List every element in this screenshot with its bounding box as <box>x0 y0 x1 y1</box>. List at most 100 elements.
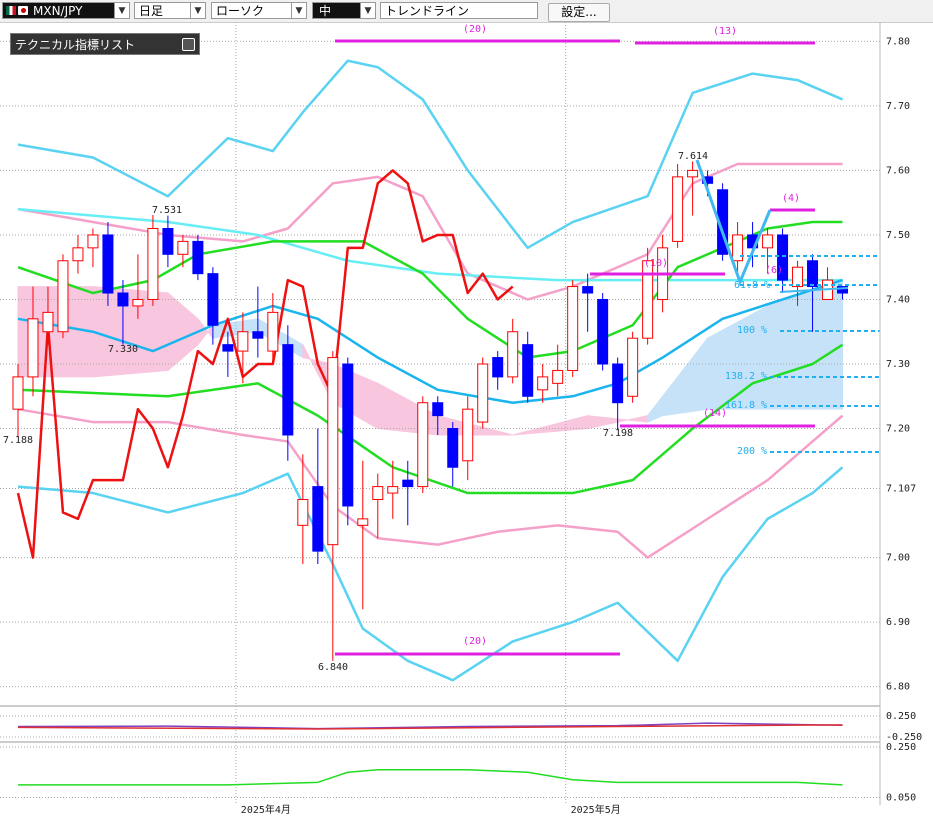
y-tick-label: -0.250 <box>886 732 922 743</box>
fib-label: 61.8 % <box>734 280 770 291</box>
candle-body <box>297 499 309 526</box>
candle-body <box>87 234 99 249</box>
candle-body <box>777 234 789 281</box>
indicator-line <box>17 722 843 730</box>
drawing-tool-label: トレンドライン <box>385 4 470 18</box>
chart-style: ローソク <box>216 4 265 18</box>
candle-body <box>327 357 339 546</box>
count-label: (20) <box>463 24 487 35</box>
indicator-line <box>17 724 843 730</box>
indicator-list[interactable]: テクニカル指標リスト <box>10 33 200 55</box>
y-tick-label: 7.50 <box>886 230 910 241</box>
y-tick-label: 7.107 <box>886 484 916 495</box>
candle-body <box>27 318 39 378</box>
cloud <box>662 336 709 417</box>
candle-body <box>192 240 204 275</box>
cloud <box>647 394 664 423</box>
size: 中 <box>319 4 332 18</box>
candle-body <box>537 376 549 391</box>
y-tick-label: 6.90 <box>886 617 910 628</box>
fib-label: 161.8 % <box>725 400 767 411</box>
indicator-list-label: テクニカル指標リスト <box>15 38 136 52</box>
price-label: 7.188 <box>3 435 33 446</box>
count-label: (6) <box>765 265 783 276</box>
candle-body <box>237 331 249 352</box>
period: 日足 <box>139 4 164 18</box>
candle-body <box>762 234 774 249</box>
candle-body <box>567 286 579 371</box>
candle-body <box>462 408 474 462</box>
toolbar: MXN/JPY ▼ 日足 ▼ ローソク ▼ 中 ▼ トレンドライン 設定... <box>0 0 933 23</box>
candle-body <box>627 337 639 397</box>
indicator-line <box>17 768 843 786</box>
candle-body <box>357 518 369 526</box>
symbol-select[interactable]: MXN/JPY ▼ <box>2 2 130 19</box>
indicator-line <box>17 407 844 559</box>
candle-body <box>372 486 384 501</box>
trend-line <box>695 159 772 287</box>
candle-body <box>57 260 69 333</box>
count-label: (10) <box>644 258 668 269</box>
price-label: 7.531 <box>152 205 182 216</box>
y-tick-label: 0.050 <box>886 792 916 803</box>
symbol: MXN/JPY <box>33 4 83 18</box>
period-select[interactable]: 日足 ▼ <box>134 2 206 19</box>
cloud <box>377 382 439 436</box>
candle-body <box>732 234 744 262</box>
candle-body <box>387 486 399 494</box>
y-tick-label: 7.60 <box>886 165 910 176</box>
candle-body <box>432 402 444 417</box>
candle-body <box>42 311 54 333</box>
x-tick-label: 2025年5月 <box>571 803 621 816</box>
candle-body <box>642 260 654 339</box>
fib-label: 200 % <box>737 446 767 457</box>
indicator-line <box>17 466 844 682</box>
candle-body <box>417 402 429 488</box>
candle-body <box>72 247 84 262</box>
style-select[interactable]: ローソク ▼ <box>211 2 307 19</box>
candle-body <box>177 240 189 255</box>
candle-body <box>837 286 849 294</box>
indicator-line <box>17 59 844 250</box>
size-select[interactable]: 中 ▼ <box>312 2 376 19</box>
settings-button[interactable]: 設定... <box>548 3 610 22</box>
cloud <box>332 363 379 430</box>
candle-body <box>12 376 24 410</box>
price-label: 7.198 <box>603 428 633 439</box>
price-label: 7.330 <box>108 344 138 355</box>
indicator-line <box>17 343 844 495</box>
drawing-tool[interactable]: トレンドライン <box>380 2 538 19</box>
candle-body <box>687 169 699 178</box>
candle-body <box>132 298 144 307</box>
trend-line <box>779 287 849 293</box>
y-tick-label: 7.00 <box>886 553 910 564</box>
candle-body <box>147 227 159 300</box>
candle-body <box>597 298 609 365</box>
cloud <box>512 414 589 436</box>
indicator-line <box>16 169 514 559</box>
settings-label: 設定... <box>561 5 597 19</box>
candle-body <box>612 363 624 404</box>
y-tick-label: 7.40 <box>886 294 910 305</box>
candle-body <box>162 227 174 255</box>
count-label: (20) <box>463 636 487 647</box>
indicator-line <box>17 278 843 404</box>
y-tick-label: 7.80 <box>886 36 910 47</box>
annotations: (20) (13) (20) (14) (4) (6) (10) 7.531 7… <box>3 24 880 673</box>
x-tick-label: 2025年4月 <box>241 803 291 816</box>
y-tick-label: 7.70 <box>886 101 910 112</box>
price-label: 6.840 <box>318 662 348 673</box>
candle-body <box>492 357 504 378</box>
y-tick-label: 6.80 <box>886 682 910 693</box>
candle-body <box>507 331 519 378</box>
candle-body <box>792 266 804 288</box>
count-label: (13) <box>713 26 737 37</box>
indicator-line <box>17 220 843 359</box>
candle-body <box>267 311 279 352</box>
candle-body <box>402 479 414 488</box>
candle-body <box>582 286 594 294</box>
candle-body <box>447 428 459 468</box>
y-tick-label: 0.250 <box>886 711 916 722</box>
